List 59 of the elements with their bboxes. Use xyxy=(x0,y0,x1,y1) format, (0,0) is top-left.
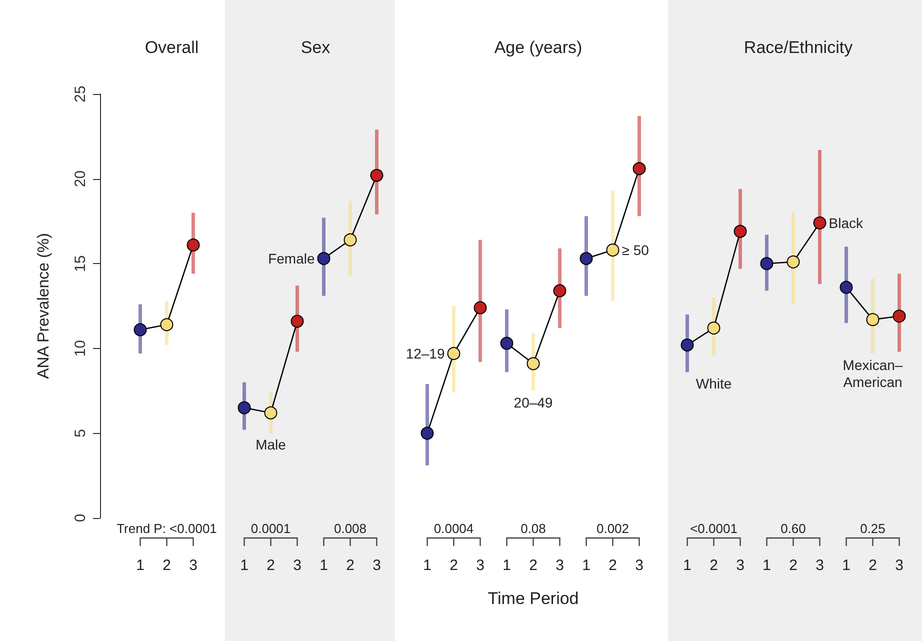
x-tick-label: 1 xyxy=(683,557,692,574)
text: 0.0004 xyxy=(434,521,474,536)
x-tick-label: 1 xyxy=(842,557,850,574)
x-tick-label: 3 xyxy=(476,557,484,574)
chart-title: Overall xyxy=(144,38,199,57)
x-tick-label: 2 xyxy=(789,557,798,574)
point xyxy=(134,323,147,336)
text: 0.0001 xyxy=(250,521,291,536)
y-tick-label: 10 xyxy=(72,340,89,357)
x-tick-label: 1 xyxy=(240,557,248,574)
series-label: 12–19 xyxy=(406,345,445,362)
y-tick-label: 15 xyxy=(72,255,89,272)
series-label: White xyxy=(696,376,732,392)
x-axis-title: Time Period xyxy=(488,589,579,608)
x-tick-label: 2 xyxy=(346,557,354,574)
chart-title: Race/Ethnicity xyxy=(744,38,854,57)
text: Trend P: <0.0001 xyxy=(116,521,217,536)
text: 0.08 xyxy=(520,521,546,536)
y-tick-label: 0 xyxy=(72,514,89,522)
y-tick-label: 25 xyxy=(72,86,89,102)
x-tick-label: 1 xyxy=(762,557,771,574)
text: 0.002 xyxy=(596,521,630,536)
x-tick-label: 1 xyxy=(320,557,328,574)
x-tick-label: 2 xyxy=(162,557,171,574)
x-tick-label: 1 xyxy=(136,557,144,574)
x-tick-label: 3 xyxy=(189,557,198,574)
x-tick-label: 3 xyxy=(736,557,744,574)
x-tick-label: 2 xyxy=(710,557,718,574)
text: 0.60 xyxy=(780,521,806,536)
text: 0.25 xyxy=(860,521,886,536)
x-tick-label: 1 xyxy=(582,557,590,574)
x-tick-label: 2 xyxy=(450,557,458,574)
series-label: Female xyxy=(268,250,315,267)
x-tick-label: 3 xyxy=(372,557,381,574)
x-tick-label: 3 xyxy=(556,557,564,574)
x-tick-label: 2 xyxy=(529,557,538,574)
point xyxy=(160,318,174,332)
x-tick-label: 2 xyxy=(868,557,877,574)
text: <0.0001 xyxy=(690,521,738,536)
x-tick-label: 1 xyxy=(502,557,511,574)
chart-title: Sex xyxy=(300,38,331,57)
y-tick-label: 5 xyxy=(72,429,89,438)
x-tick-label: 2 xyxy=(608,557,617,574)
x-tick-label: 2 xyxy=(266,557,275,574)
x-tick-label: 3 xyxy=(816,557,824,574)
text: Mexican–American xyxy=(842,356,903,390)
x-tick-label: 3 xyxy=(895,557,904,574)
series-label: Black xyxy=(828,214,864,231)
x-tick-label: 1 xyxy=(423,557,432,574)
point xyxy=(186,238,200,252)
series-label: ≥ 50 xyxy=(622,242,650,258)
x-tick-label: 3 xyxy=(293,557,302,574)
text: 0.008 xyxy=(334,521,367,536)
chart-title: Age (years) xyxy=(494,38,582,57)
text: 20–49 xyxy=(514,394,553,410)
y-tick-label: 20 xyxy=(72,170,89,188)
series-label: Male xyxy=(256,436,286,453)
y-axis-title: ANA Prevalence (%) xyxy=(36,233,52,379)
x-tick-label: 3 xyxy=(635,557,644,574)
